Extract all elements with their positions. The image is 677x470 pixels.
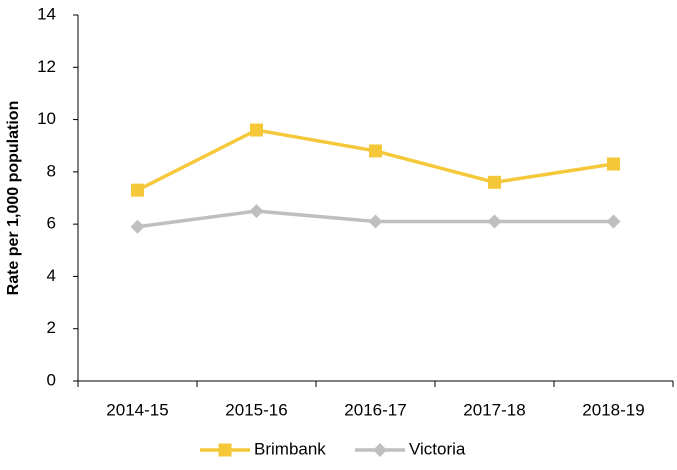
data-point [488, 175, 501, 189]
data-point [249, 204, 264, 219]
data-point [606, 214, 621, 229]
data-point [131, 183, 144, 197]
data-point [487, 214, 502, 229]
x-tick-label: 2018-19 [582, 400, 644, 419]
data-point [368, 214, 383, 229]
y-tick-label: 0 [47, 370, 56, 389]
x-tick-label: 2014-15 [106, 400, 168, 419]
data-point [607, 157, 620, 171]
legend-label: Victoria [409, 439, 466, 458]
y-axis-label: Rate per 1,000 population [5, 101, 22, 296]
legend-marker [218, 443, 232, 457]
y-tick-label: 10 [37, 109, 56, 128]
y-tick-label: 2 [47, 318, 56, 337]
y-tick-label: 8 [47, 161, 56, 180]
legend-label: Brimbank [254, 439, 326, 458]
y-tick-label: 6 [47, 214, 56, 233]
x-tick-label: 2017-18 [463, 400, 525, 419]
x-tick-label: 2015-16 [225, 400, 287, 419]
x-tick-label: 2016-17 [344, 400, 406, 419]
y-tick-label: 4 [47, 266, 56, 285]
data-point [369, 144, 382, 158]
legend-marker [373, 443, 387, 457]
data-point [130, 219, 145, 234]
data-point [250, 123, 263, 137]
series-line [136, 128, 614, 192]
y-tick-label: 14 [37, 4, 56, 23]
y-tick-label: 12 [37, 57, 56, 76]
